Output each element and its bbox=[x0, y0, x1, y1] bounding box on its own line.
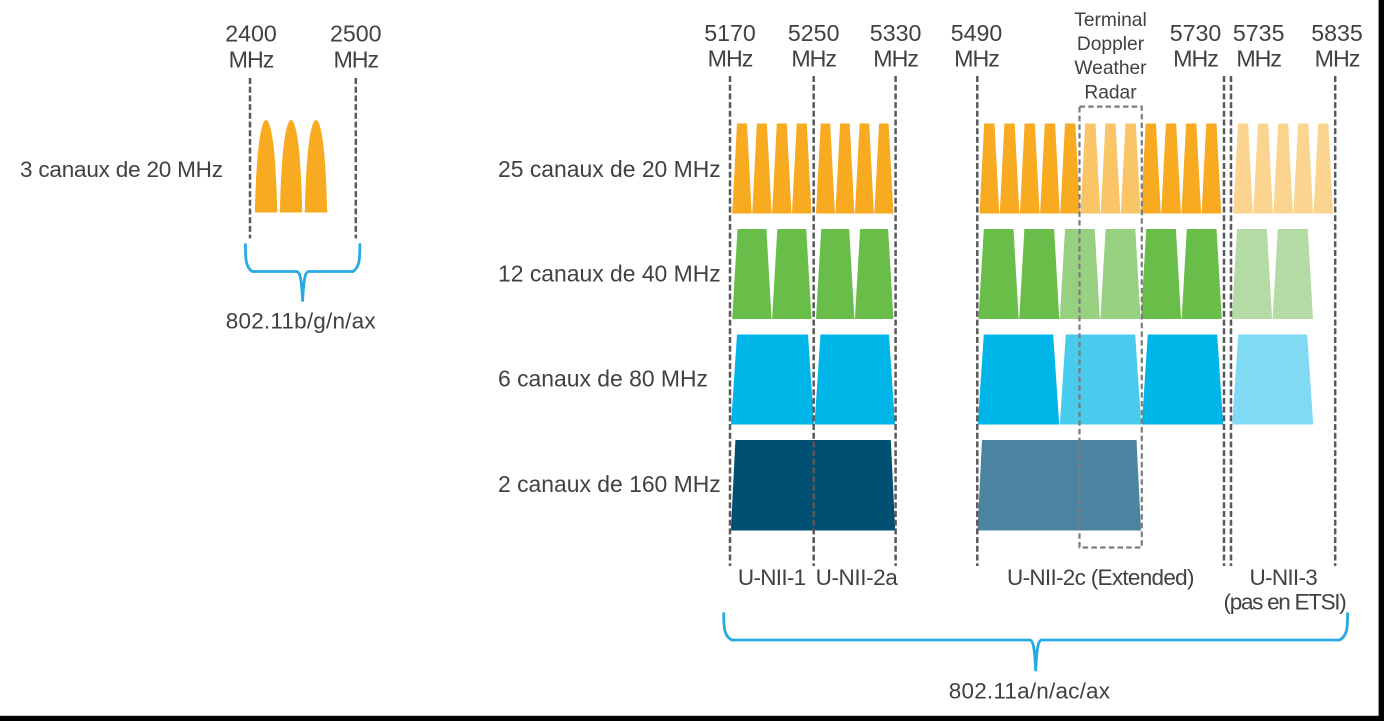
svg-text:Terminal: Terminal bbox=[1074, 10, 1147, 31]
svg-text:802.11b/g/n/ax: 802.11b/g/n/ax bbox=[226, 308, 377, 333]
svg-text:5730: 5730 bbox=[1170, 20, 1222, 46]
svg-text:MHz: MHz bbox=[954, 46, 999, 72]
svg-text:Radar: Radar bbox=[1084, 82, 1137, 103]
svg-text:3 canaux de 20 MHz: 3 canaux de 20 MHz bbox=[20, 157, 223, 182]
svg-text:2500: 2500 bbox=[330, 21, 382, 47]
svg-text:5835: 5835 bbox=[1311, 20, 1363, 46]
svg-text:MHz: MHz bbox=[1236, 46, 1281, 72]
svg-text:2 canaux de 160 MHz: 2 canaux de 160 MHz bbox=[498, 471, 721, 497]
svg-text:MHz: MHz bbox=[1173, 46, 1218, 72]
svg-text:U-NII-3: U-NII-3 bbox=[1249, 565, 1317, 590]
svg-text:5490: 5490 bbox=[951, 20, 1003, 46]
svg-text:5330: 5330 bbox=[870, 20, 922, 46]
svg-text:Doppler: Doppler bbox=[1077, 34, 1145, 55]
svg-text:MHz: MHz bbox=[873, 46, 918, 72]
svg-text:Weather: Weather bbox=[1074, 58, 1147, 79]
svg-text:MHz: MHz bbox=[791, 46, 836, 72]
svg-text:MHz: MHz bbox=[333, 46, 378, 72]
svg-text:5170: 5170 bbox=[704, 20, 756, 46]
svg-text:25 canaux de 20 MHz: 25 canaux de 20 MHz bbox=[498, 156, 721, 182]
svg-text:6 canaux de 80 MHz: 6 canaux de 80 MHz bbox=[498, 366, 708, 392]
svg-text:U-NII-1: U-NII-1 bbox=[738, 565, 806, 590]
svg-text:MHz: MHz bbox=[229, 46, 274, 72]
svg-text:5735: 5735 bbox=[1233, 20, 1285, 46]
svg-text:U-NII-2a: U-NII-2a bbox=[816, 565, 899, 590]
svg-text:(pas en ETSI): (pas en ETSI) bbox=[1224, 589, 1347, 614]
svg-text:MHz: MHz bbox=[708, 46, 753, 72]
svg-text:12 canaux de 40 MHz: 12 canaux de 40 MHz bbox=[498, 260, 721, 286]
svg-text:MHz: MHz bbox=[1315, 46, 1360, 72]
svg-text:2400: 2400 bbox=[225, 21, 277, 47]
svg-text:802.11a/n/ac/ax: 802.11a/n/ac/ax bbox=[949, 679, 1111, 704]
svg-text:5250: 5250 bbox=[788, 20, 840, 46]
svg-text:U-NII-2c (Extended): U-NII-2c (Extended) bbox=[1007, 565, 1194, 590]
